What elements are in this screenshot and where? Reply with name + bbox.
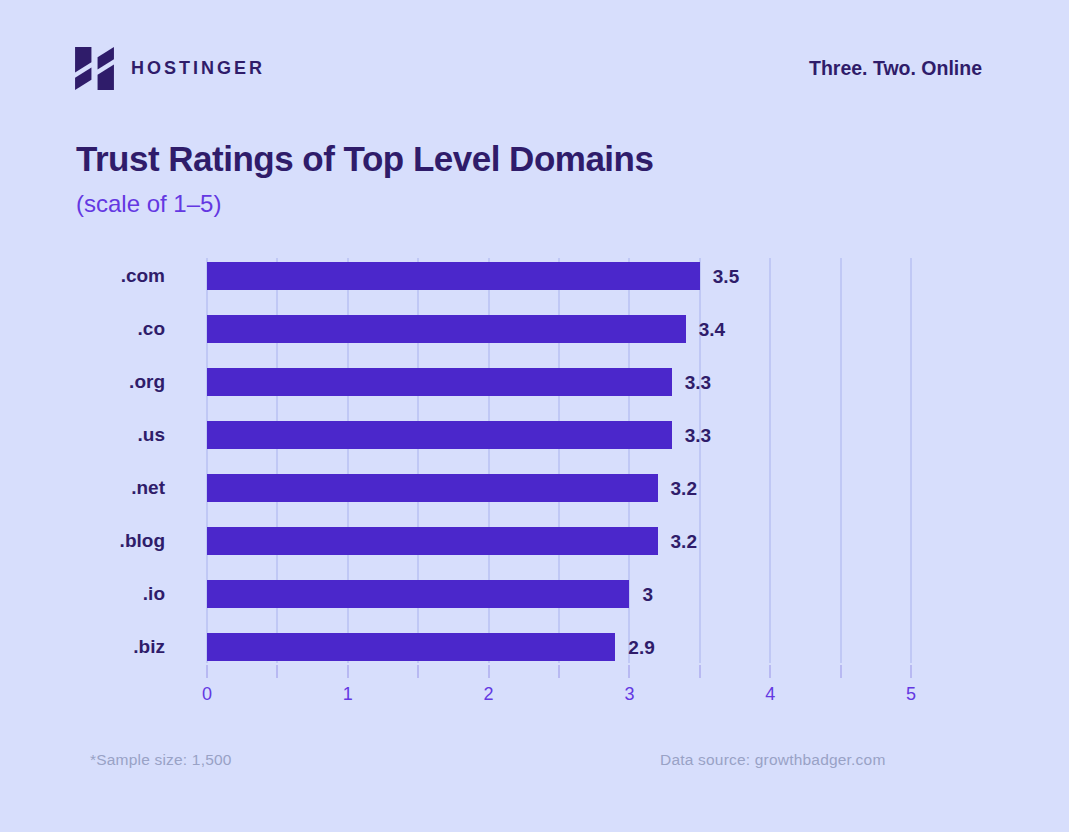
bar: [207, 527, 658, 555]
bar-row: .io 3: [207, 580, 911, 608]
category-label: .org: [129, 368, 165, 396]
category-label: .blog: [120, 527, 165, 555]
bar-row: .com 3.5: [207, 262, 911, 290]
axis-tick-label: 2: [484, 684, 494, 705]
category-label: .io: [143, 580, 165, 608]
page-subtitle: (scale of 1–5): [76, 190, 221, 218]
hostinger-h-icon: [72, 46, 117, 91]
axis-tick: [770, 665, 771, 678]
value-label: 2.9: [628, 633, 654, 662]
bar-row: .org 3.3: [207, 368, 911, 396]
value-label: 3.2: [671, 474, 697, 503]
axis-tick: [277, 665, 278, 678]
bar-chart: .com 3.5 .co 3.4 .org 3.3 .us 3.3 .net: [207, 258, 911, 663]
x-axis: 012345: [207, 663, 911, 713]
value-label: 3.3: [685, 368, 711, 397]
bar-rows: .com 3.5 .co 3.4 .org 3.3 .us 3.3 .net: [207, 258, 911, 663]
bar: [207, 580, 629, 608]
axis-tick: [488, 665, 489, 678]
axis-tick: [911, 665, 912, 678]
bar-row: .co 3.4: [207, 315, 911, 343]
axis-tick: [559, 665, 560, 678]
category-label: .biz: [133, 633, 165, 661]
bar-row: .blog 3.2: [207, 527, 911, 555]
bar: [207, 262, 700, 290]
axis-tick: [418, 665, 419, 678]
value-label: 3.4: [699, 315, 725, 344]
category-label: .com: [121, 262, 165, 290]
value-label: 3.3: [685, 421, 711, 450]
axis-tick-label: 0: [202, 684, 212, 705]
bar: [207, 315, 686, 343]
value-label: 3.5: [713, 262, 739, 291]
bar: [207, 633, 615, 661]
value-label: 3.2: [671, 527, 697, 556]
bar-row: .net 3.2: [207, 474, 911, 502]
category-label: .co: [138, 315, 165, 343]
page-title: Trust Ratings of Top Level Domains: [76, 139, 653, 179]
brand-tagline: Three. Two. Online: [809, 57, 982, 80]
hostinger-logo: HOSTINGER: [72, 46, 265, 91]
bar: [207, 474, 658, 502]
axis-tick: [207, 665, 208, 678]
axis-tick-label: 5: [906, 684, 916, 705]
axis-tick-label: 4: [765, 684, 775, 705]
value-label: 3: [642, 580, 653, 609]
axis-tick: [629, 665, 630, 678]
bar: [207, 368, 672, 396]
axis-tick-label: 1: [343, 684, 353, 705]
hostinger-wordmark: HOSTINGER: [131, 58, 265, 79]
category-label: .us: [138, 421, 165, 449]
axis-tick: [347, 665, 348, 678]
axis-tick: [840, 665, 841, 678]
axis-tick: [699, 665, 700, 678]
data-source-note: Data source: growthbadger.com: [660, 751, 886, 769]
bar: [207, 421, 672, 449]
axis-tick-label: 3: [624, 684, 634, 705]
infographic-canvas: HOSTINGER Three. Two. Online Trust Ratin…: [0, 0, 1069, 832]
sample-size-note: *Sample size: 1,500: [90, 751, 232, 769]
category-label: .net: [131, 474, 165, 502]
bar-row: .us 3.3: [207, 421, 911, 449]
bar-row: .biz 2.9: [207, 633, 911, 661]
